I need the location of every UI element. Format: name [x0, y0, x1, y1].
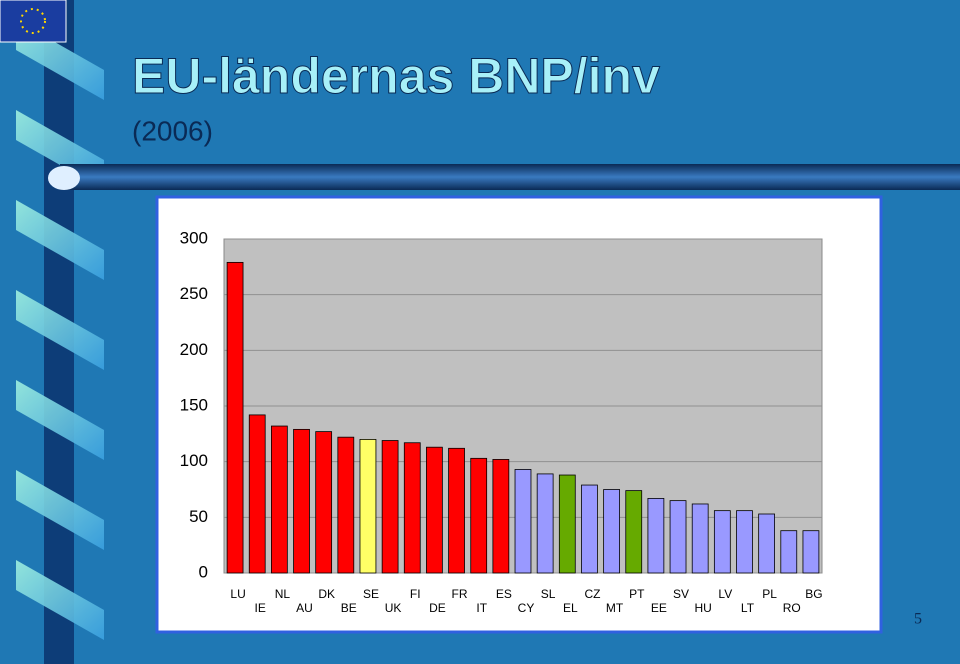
bar [581, 484, 598, 574]
x-tick-label: DK [318, 587, 335, 601]
x-tick-label: SE [363, 587, 379, 601]
bar [802, 530, 820, 574]
bar [337, 436, 355, 574]
x-tick-label: BE [341, 601, 357, 615]
bar [448, 447, 465, 574]
y-tick-label: 0 [199, 562, 208, 581]
bar [713, 510, 731, 574]
x-tick-label: DE [429, 601, 446, 615]
bar [669, 500, 687, 574]
bar [758, 513, 776, 574]
x-tick-label: EE [651, 601, 667, 615]
bar [226, 261, 244, 574]
x-tick-label: IT [476, 601, 487, 615]
x-tick-label: LU [230, 587, 245, 601]
x-tick-label: BG [805, 587, 822, 601]
slide-title: EU-ländernas BNP/inv [132, 48, 660, 104]
x-tick-label: CY [518, 601, 535, 615]
x-tick-label: SL [541, 587, 556, 601]
bar [536, 473, 554, 574]
ribbon-decoration [16, 0, 960, 664]
x-tick-label: IE [255, 601, 266, 615]
x-tick-label: HU [695, 601, 712, 615]
bar [558, 474, 576, 574]
bar [315, 431, 333, 574]
x-tick-label: FR [452, 587, 468, 601]
bar [780, 530, 798, 574]
bar [359, 438, 377, 574]
y-tick-label: 200 [180, 340, 208, 359]
x-tick-label: PT [629, 587, 645, 601]
x-tick-label: FI [410, 587, 421, 601]
y-tick-label: 150 [180, 395, 208, 414]
bar [736, 510, 753, 574]
x-tick-label: ES [496, 587, 512, 601]
x-tick-label: SV [673, 587, 689, 601]
bar [248, 414, 266, 574]
bar [492, 459, 510, 574]
x-tick-label: CZ [584, 587, 600, 601]
x-tick-label: NL [275, 587, 291, 601]
bar [403, 442, 421, 574]
bar [270, 425, 288, 574]
bar [293, 428, 310, 574]
bar [381, 440, 399, 574]
bar [470, 457, 488, 574]
bar [647, 498, 665, 574]
page-number: 5 [914, 611, 922, 628]
y-tick-label: 300 [180, 228, 208, 247]
bar [514, 469, 532, 574]
y-tick-label: 100 [180, 451, 208, 470]
x-tick-label: MT [606, 601, 624, 615]
bar [426, 446, 443, 574]
x-tick-label: EL [563, 601, 578, 615]
eu-flag [0, 0, 67, 43]
x-tick-label: PL [762, 587, 777, 601]
y-tick-label: 50 [189, 507, 208, 526]
bar [603, 489, 620, 574]
y-tick-label: 250 [180, 284, 208, 303]
bar [625, 490, 643, 574]
x-tick-label: UK [385, 601, 402, 615]
x-tick-label: LV [718, 587, 732, 601]
x-tick-label: LT [741, 601, 755, 615]
x-tick-label: AU [296, 601, 313, 615]
bar [691, 503, 709, 574]
slide-subtitle: (2006) [132, 115, 213, 146]
x-tick-label: RO [783, 601, 801, 615]
